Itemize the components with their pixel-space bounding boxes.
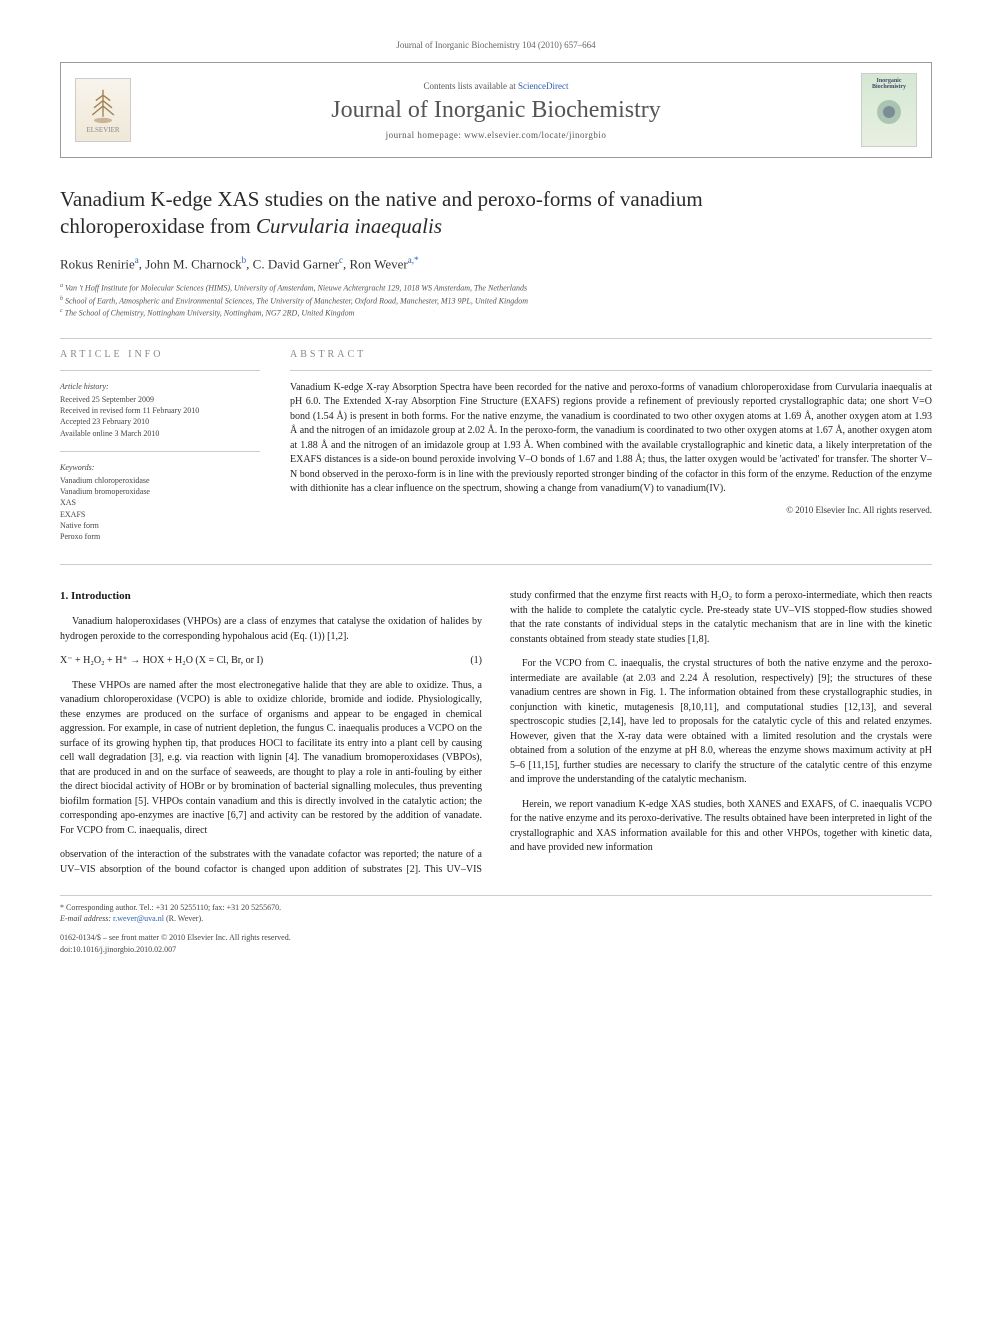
journal-header-box: ELSEVIER Contents lists available at Sci… — [60, 62, 932, 158]
section-1-heading: 1. Introduction — [60, 589, 482, 605]
author-list: Rokus Reniriea, John M. Charnockb, C. Da… — [60, 255, 932, 272]
journal-name: Journal of Inorganic Biochemistry — [145, 97, 847, 124]
doi-line: doi:10.1016/j.jinorgbio.2010.02.007 — [60, 944, 932, 955]
divider — [60, 338, 932, 339]
paragraph: Vanadium haloperoxidases (VHPOs) are a c… — [60, 615, 482, 644]
author-3: C. David Garner — [253, 256, 339, 271]
divider — [60, 564, 932, 565]
abstract-text: Vanadium K-edge X-ray Absorption Spectra… — [290, 381, 932, 497]
affiliations: a Van 't Hoff Institute for Molecular Sc… — [60, 282, 932, 320]
journal-cover-thumbnail: Inorganic Biochemistry — [861, 73, 917, 147]
abstract-column: abstract Vanadium K-edge X-ray Absorptio… — [290, 349, 932, 554]
article-info-heading: article info — [60, 349, 260, 360]
keywords: Keywords: Vanadium chloroperoxidase Vana… — [60, 462, 260, 542]
abstract-heading: abstract — [290, 349, 932, 360]
article-title: Vanadium K-edge XAS studies on the nativ… — [60, 186, 932, 241]
author-1: Rokus Renirie — [60, 256, 135, 271]
abstract-copyright: © 2010 Elsevier Inc. All rights reserved… — [290, 505, 932, 515]
sciencedirect-link[interactable]: ScienceDirect — [518, 81, 568, 91]
elsevier-logo: ELSEVIER — [75, 78, 131, 142]
page-footer: * Corresponding author. Tel.: +31 20 525… — [60, 895, 932, 955]
paragraph: These VHPOs are named after the most ele… — [60, 679, 482, 839]
equation-1: X⁻ + H₂O₂ + H⁺ → HOX + H₂O (X = Cl, Br, … — [60, 654, 482, 669]
article-history: Article history: Received 25 September 2… — [60, 381, 260, 439]
homepage-url[interactable]: www.elsevier.com/locate/jinorgbio — [464, 130, 606, 140]
cover-art-icon — [869, 90, 909, 130]
elsevier-tree-icon — [85, 86, 121, 126]
corresponding-marker: * — [414, 255, 419, 265]
paragraph: Herein, we report vanadium K-edge XAS st… — [510, 798, 932, 856]
front-matter-line: 0162-0134/$ – see front matter © 2010 El… — [60, 932, 932, 943]
paragraph: For the VCPO from C. inaequalis, the cry… — [510, 657, 932, 788]
contents-list-line: Contents lists available at ScienceDirec… — [145, 81, 847, 91]
header-center: Contents lists available at ScienceDirec… — [145, 81, 847, 140]
author-4: Ron Wever — [349, 256, 407, 271]
corresponding-email[interactable]: r.wever@uva.nl — [113, 914, 164, 923]
corresponding-author-note: * Corresponding author. Tel.: +31 20 525… — [60, 902, 932, 924]
article-body: 1. Introduction Vanadium haloperoxidases… — [60, 589, 932, 877]
article-info-column: article info Article history: Received 2… — [60, 349, 260, 554]
author-2: John M. Charnock — [145, 256, 241, 271]
journal-homepage: journal homepage: www.elsevier.com/locat… — [145, 130, 847, 140]
running-header: Journal of Inorganic Biochemistry 104 (2… — [60, 40, 932, 50]
info-abstract-row: article info Article history: Received 2… — [60, 349, 932, 554]
